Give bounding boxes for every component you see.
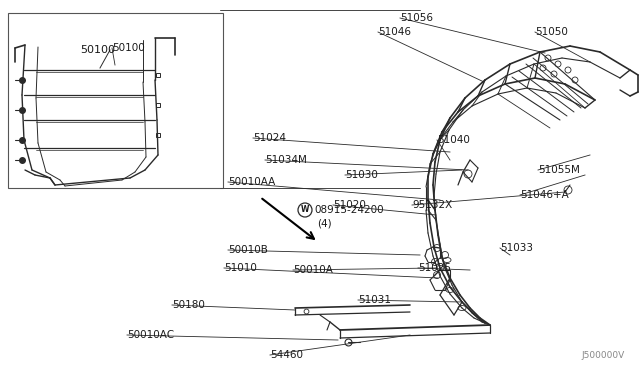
Text: 08915-24200: 08915-24200 [314, 205, 383, 215]
Text: 51034M: 51034M [265, 155, 307, 165]
Text: 51025: 51025 [418, 263, 451, 273]
Text: 51031: 51031 [358, 295, 391, 305]
Text: 51050: 51050 [535, 27, 568, 37]
Text: 50010A: 50010A [293, 265, 333, 275]
Text: 50010B: 50010B [228, 245, 268, 255]
Text: 51010: 51010 [224, 263, 257, 273]
Text: 51046+A: 51046+A [520, 190, 569, 200]
Text: (4): (4) [317, 219, 332, 229]
Text: 50010AA: 50010AA [228, 177, 275, 187]
Text: 51056: 51056 [400, 13, 433, 23]
Text: 51046: 51046 [378, 27, 411, 37]
Text: 51055M: 51055M [538, 165, 580, 175]
Text: 51024: 51024 [253, 133, 286, 143]
Text: 51033: 51033 [500, 243, 533, 253]
Text: 51030: 51030 [345, 170, 378, 180]
Text: 51040: 51040 [437, 135, 470, 145]
Text: 50180: 50180 [172, 300, 205, 310]
Text: 95132X: 95132X [412, 200, 452, 210]
Text: 50100: 50100 [80, 45, 115, 55]
Text: J500000V: J500000V [582, 351, 625, 360]
Text: 51020: 51020 [333, 200, 366, 210]
Bar [8, 13, 223, 188]
Text: 54460: 54460 [270, 350, 303, 360]
Text: 50010AC: 50010AC [127, 330, 174, 340]
Text: 50100: 50100 [112, 43, 145, 53]
Text: W: W [301, 205, 309, 215]
